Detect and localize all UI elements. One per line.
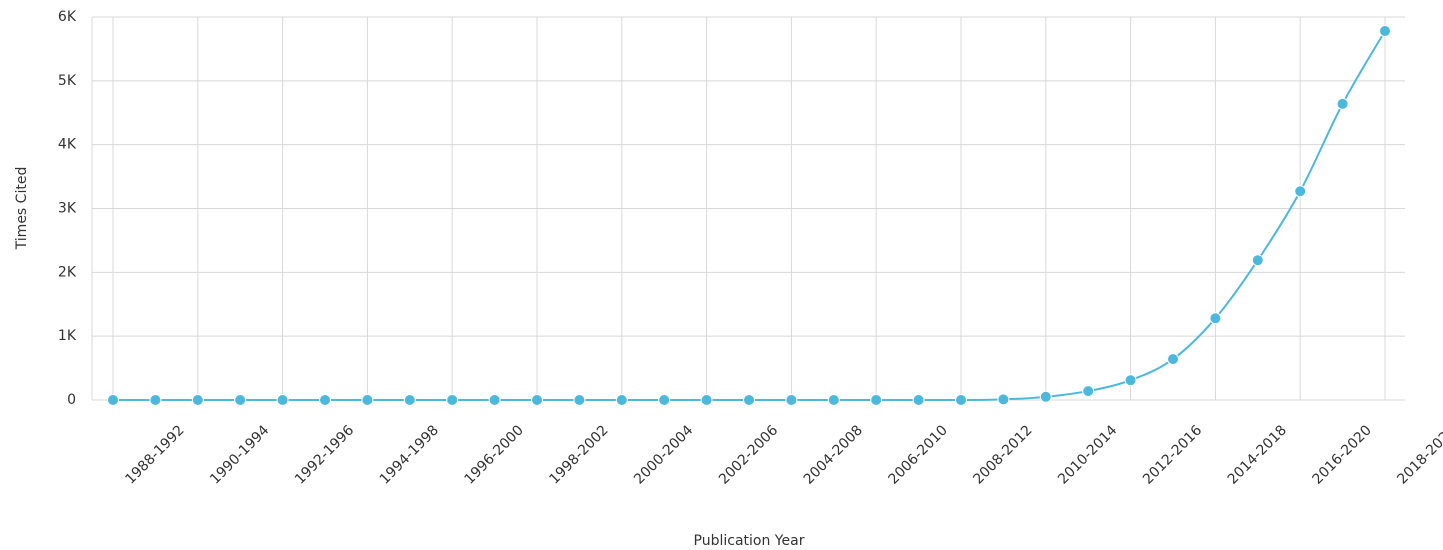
- point: [191, 394, 204, 406]
- x-tick-label: 1992-1996: [292, 422, 357, 487]
- y-tick-label: 3K: [58, 201, 77, 217]
- point: [1379, 25, 1391, 38]
- point: [531, 394, 543, 406]
- x-tick-label: 2014-2018: [1225, 422, 1290, 487]
- x-tick-label: 1988-1992: [122, 422, 187, 487]
- x-tick-label: 2000-2004: [631, 422, 696, 487]
- point: [743, 394, 755, 406]
- point: [403, 394, 416, 406]
- line: [113, 30, 1386, 402]
- x-tick-label: 2012-2016: [1140, 422, 1205, 487]
- x-tick-label: 1996-2000: [462, 422, 527, 487]
- point: [1336, 97, 1349, 110]
- y-tick-label: 2K: [58, 264, 77, 280]
- point: [488, 394, 501, 406]
- x-tick-label: 2004-2008: [801, 422, 866, 487]
- y-tick-label: 5K: [58, 73, 77, 89]
- point: [1251, 254, 1264, 267]
- x-tick-label: 1998-2002: [546, 422, 611, 487]
- point: [615, 394, 628, 406]
- x-tick-label: 2018-2022: [1394, 422, 1443, 487]
- point: [107, 394, 119, 406]
- x-tick-label: 2016-2020: [1310, 422, 1375, 487]
- point: [276, 394, 289, 406]
- point: [827, 394, 840, 406]
- point: [1294, 185, 1307, 198]
- point: [658, 394, 671, 406]
- point: [149, 394, 162, 406]
- x-axis-title: Publication Year: [694, 533, 805, 549]
- point: [573, 394, 586, 406]
- y-tick-label: 6K: [58, 9, 77, 25]
- point: [319, 394, 331, 406]
- y-tick-label: 4K: [58, 137, 77, 153]
- point: [870, 394, 883, 406]
- x-tick-label: 2010-2014: [1055, 422, 1120, 487]
- point: [361, 394, 374, 406]
- x-tick-label: 2002-2006: [716, 422, 781, 487]
- x-tick-label: 1990-1994: [207, 422, 272, 487]
- x-tick-label: 2006-2010: [886, 422, 951, 487]
- point: [955, 394, 967, 406]
- x-tick-label: 1994-1998: [377, 422, 442, 487]
- point: [912, 394, 925, 406]
- point: [1082, 385, 1095, 398]
- point: [446, 394, 459, 406]
- point: [1039, 390, 1052, 403]
- point: [234, 394, 247, 406]
- point: [1209, 312, 1222, 325]
- y-tick-label: 0: [67, 392, 76, 408]
- x-tick-label: 2008-2012: [970, 422, 1035, 487]
- y-tick-label: 1K: [58, 328, 77, 344]
- point: [1167, 353, 1179, 366]
- point: [1124, 374, 1137, 387]
- point: [785, 394, 798, 406]
- y-axis-title: Times Cited: [14, 167, 30, 251]
- point: [997, 393, 1010, 406]
- point: [700, 394, 713, 406]
